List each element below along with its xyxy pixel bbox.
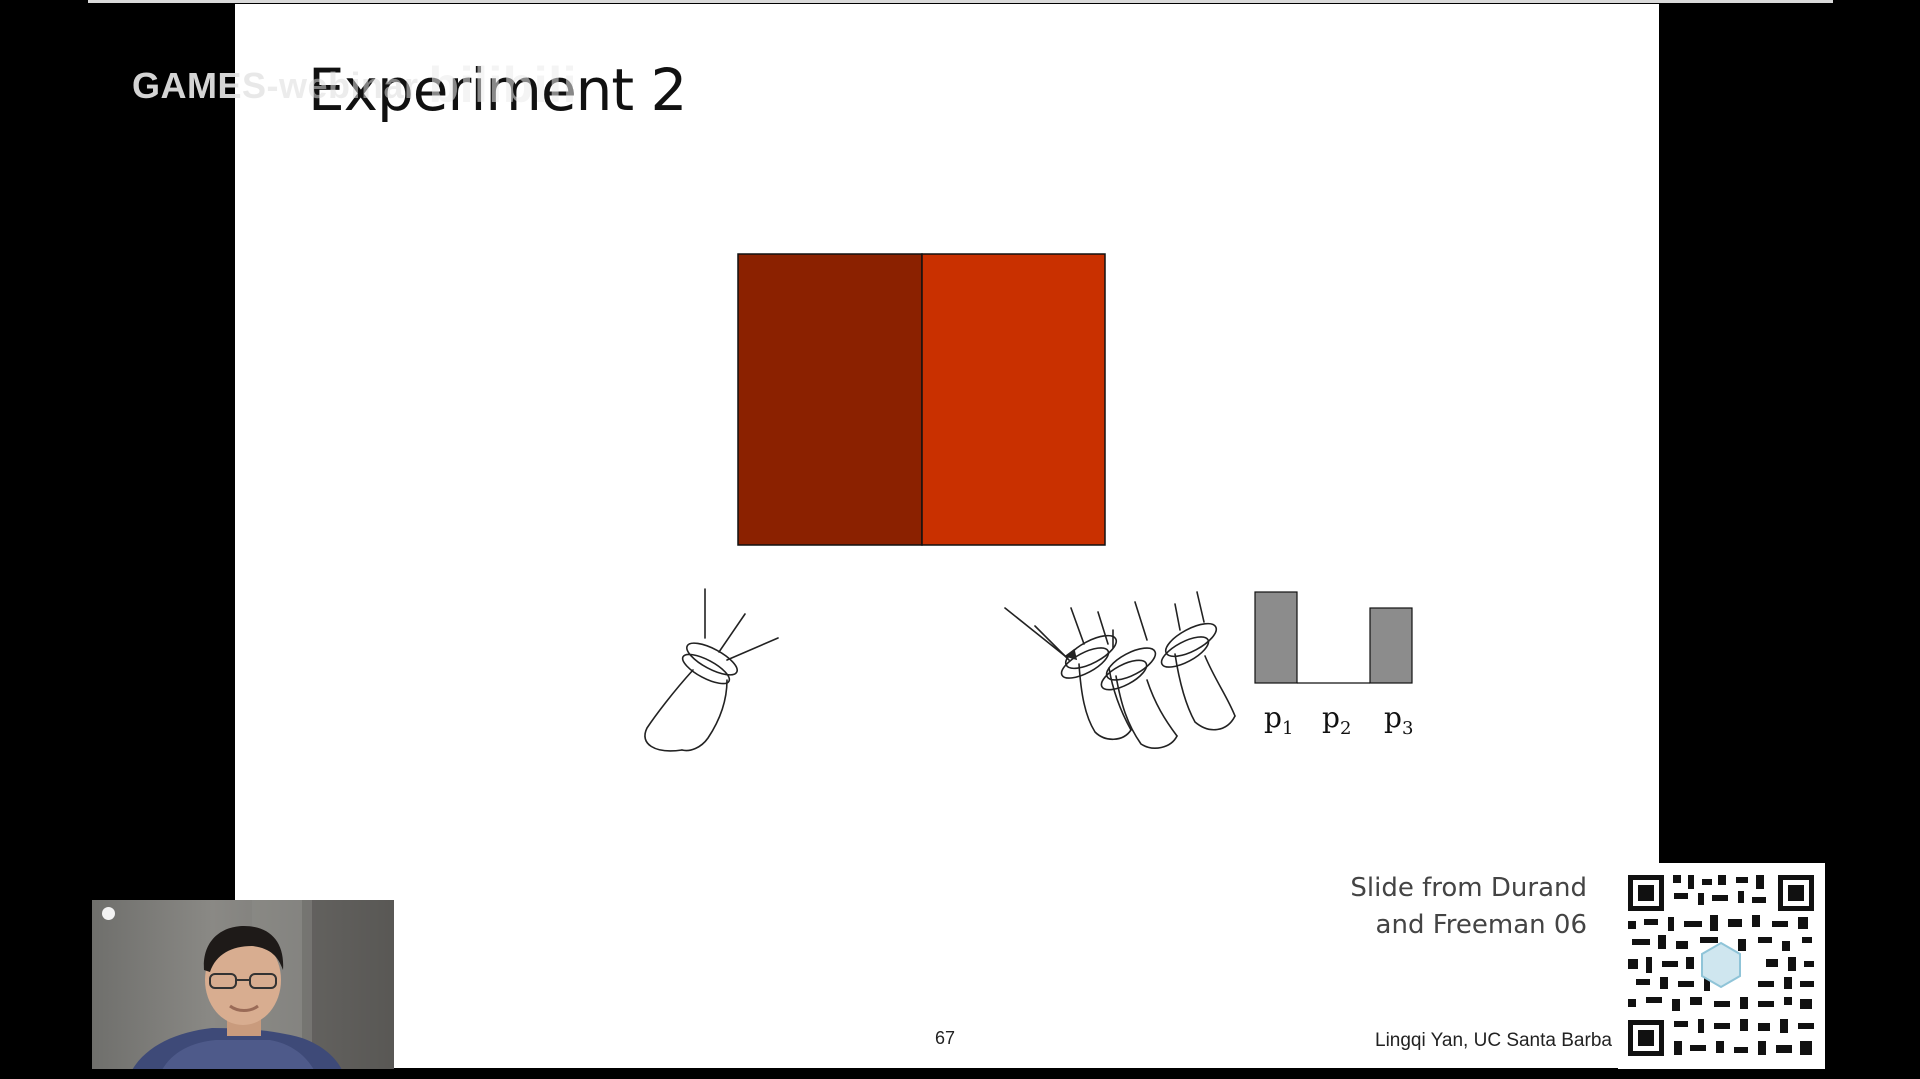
presenter-image [132, 900, 394, 1070]
qr-center-logo-icon [1701, 941, 1741, 989]
label-p3: p3 [1384, 701, 1413, 739]
photometer-sketch-left [644, 588, 779, 752]
presentation-slide: Experiment 2 [235, 4, 1659, 1068]
watermark-webinar: -webinar [266, 65, 419, 106]
page-number: 67 [935, 1028, 956, 1048]
bar-p3 [1369, 607, 1413, 684]
bottom-black-bar [0, 1069, 1920, 1079]
experiment-figure: p1 p2 p3 [644, 253, 1413, 752]
camera-dot-icon [102, 907, 115, 920]
bar-p1 [1254, 591, 1298, 684]
top-divider-line [88, 0, 1833, 3]
qr-code-icon [1618, 863, 1825, 1069]
label-p1: p1 [1264, 701, 1293, 739]
slide-credit: Slide from Durand and Freeman 06 [1350, 870, 1587, 944]
qr-code-graphic [1618, 863, 1825, 1069]
credit-line-2: and Freeman 06 [1375, 910, 1587, 940]
bilibili-logo-icon: bilibili [428, 57, 577, 113]
dark-red-square [737, 253, 923, 546]
stream-watermark: GAMES-webinar bilibili [132, 52, 577, 113]
presenter-webcam [92, 900, 394, 1070]
photometer-sketch-cluster [1004, 591, 1236, 749]
credit-line-1: Slide from Durand [1350, 873, 1587, 903]
intensity-bars [1254, 591, 1413, 684]
bright-red-square [921, 253, 1106, 546]
label-p2: p2 [1322, 701, 1351, 739]
bar-labels: p1 p2 p3 [1264, 701, 1413, 739]
slide-title: Experiment 2 [308, 56, 687, 124]
author-footer: Lingqi Yan, UC Santa Barba [1375, 1030, 1612, 1051]
watermark-games: GAMES [132, 65, 267, 106]
